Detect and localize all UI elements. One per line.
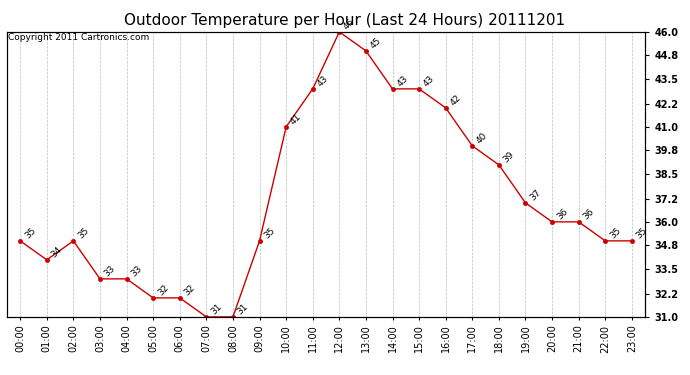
Text: 32: 32	[156, 283, 170, 297]
Text: 35: 35	[76, 226, 90, 240]
Text: 46: 46	[342, 17, 357, 31]
Text: 35: 35	[608, 226, 622, 240]
Text: Outdoor Temperature per Hour (Last 24 Hours) 20111201: Outdoor Temperature per Hour (Last 24 Ho…	[124, 13, 566, 28]
Text: 41: 41	[289, 112, 304, 126]
Text: 31: 31	[209, 302, 224, 316]
Text: 45: 45	[368, 36, 383, 50]
Text: 33: 33	[103, 264, 117, 278]
Text: 35: 35	[262, 226, 277, 240]
Text: 36: 36	[582, 207, 596, 221]
Text: 35: 35	[635, 226, 649, 240]
Text: 43: 43	[422, 74, 436, 88]
Text: 32: 32	[183, 283, 197, 297]
Text: Copyright 2011 Cartronics.com: Copyright 2011 Cartronics.com	[8, 33, 150, 42]
Text: 34: 34	[50, 245, 64, 259]
Text: 43: 43	[395, 74, 410, 88]
Text: 39: 39	[502, 150, 516, 164]
Text: 42: 42	[448, 93, 463, 107]
Text: 35: 35	[23, 226, 37, 240]
Text: 43: 43	[315, 74, 330, 88]
Text: 37: 37	[529, 188, 543, 202]
Text: 31: 31	[236, 302, 250, 316]
Text: 36: 36	[555, 207, 569, 221]
Text: 40: 40	[475, 131, 489, 145]
Text: 33: 33	[129, 264, 144, 278]
